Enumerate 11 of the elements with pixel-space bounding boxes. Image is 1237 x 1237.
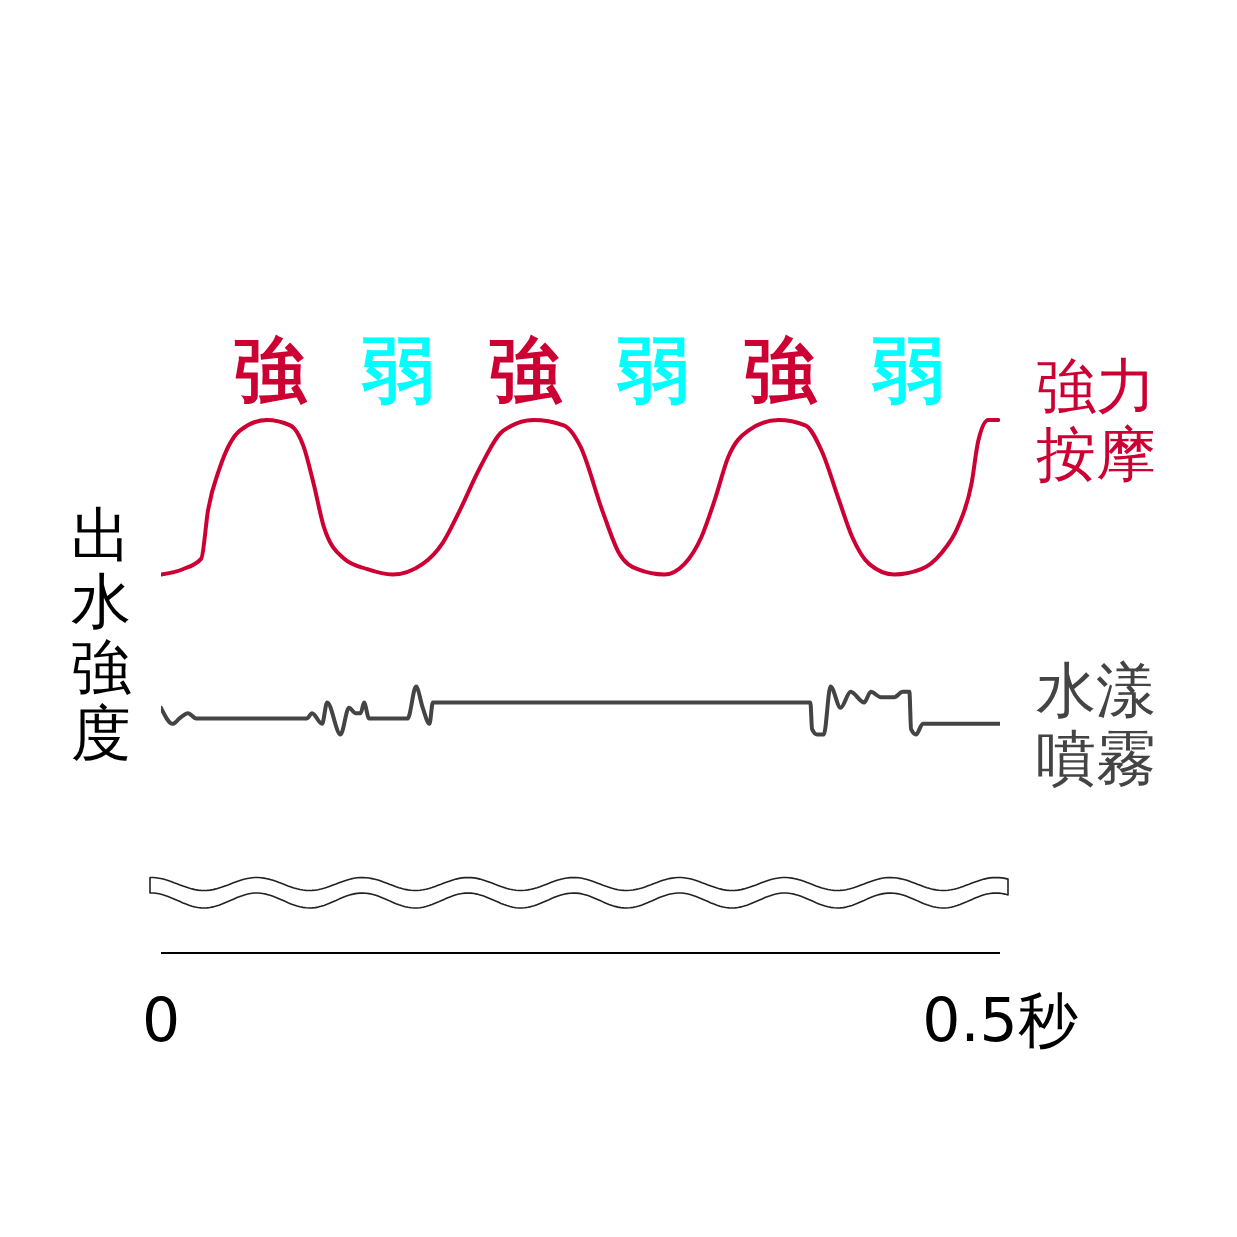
text: 弱 [361, 328, 434, 412]
y-axis-title: 出水強度 [70, 500, 132, 768]
text: 弱 [616, 328, 689, 412]
series-label: 水漾噴霧 [1036, 654, 1157, 793]
text: 弱 [871, 328, 944, 412]
series-label: 強力按摩 [1036, 350, 1157, 489]
text: 強 [744, 328, 817, 412]
x-tick-label: 0.5秒 [922, 985, 1078, 1055]
text: 強 [234, 328, 307, 412]
text: 強 [489, 328, 562, 412]
x-tick-label: 0 [141, 985, 181, 1055]
